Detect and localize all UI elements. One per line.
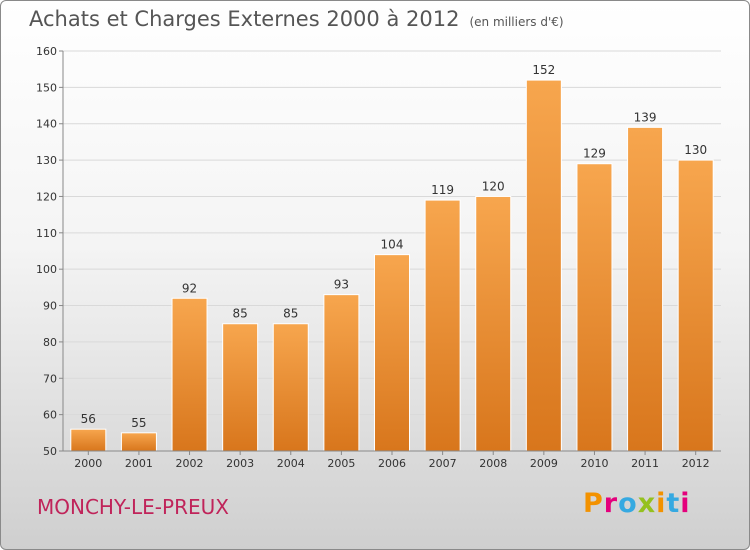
bar-2001 bbox=[120, 432, 157, 452]
x-tick-label: 2004 bbox=[277, 457, 305, 470]
y-tick-label: 80 bbox=[43, 336, 57, 349]
data-label-2005: 93 bbox=[334, 278, 349, 292]
commune-name: MONCHY-LE-PREUX bbox=[37, 495, 229, 519]
chart-title: Achats et Charges Externes 2000 à 2012 bbox=[29, 7, 460, 31]
y-tick-label: 120 bbox=[36, 190, 57, 203]
bar-2005 bbox=[323, 294, 360, 452]
data-label-2011: 139 bbox=[634, 110, 657, 124]
y-tick-label: 90 bbox=[43, 300, 57, 313]
x-tick-label: 2007 bbox=[429, 457, 457, 470]
y-tick-label: 70 bbox=[43, 372, 57, 385]
bar-2008 bbox=[475, 195, 512, 452]
data-label-2002: 92 bbox=[182, 281, 197, 295]
y-tick-label: 50 bbox=[43, 445, 57, 458]
data-label-2000: 56 bbox=[81, 412, 96, 426]
x-tick-label: 2011 bbox=[631, 457, 659, 470]
logo-letter: o bbox=[618, 488, 638, 519]
bar-2011 bbox=[627, 126, 664, 452]
y-tick-label: 140 bbox=[36, 118, 57, 131]
bar-2010 bbox=[576, 163, 613, 452]
y-tick-label: 100 bbox=[36, 263, 57, 276]
x-tick-label: 2001 bbox=[125, 457, 153, 470]
data-label-2004: 85 bbox=[283, 307, 298, 321]
bar-2006 bbox=[374, 254, 410, 452]
x-tick-label: 2005 bbox=[327, 457, 355, 470]
chart-unit: (en milliers d'€) bbox=[469, 15, 564, 29]
x-tick-label: 2010 bbox=[580, 457, 608, 470]
data-label-2003: 85 bbox=[233, 307, 248, 321]
y-tick-label: 130 bbox=[36, 154, 57, 167]
logo-letter: P bbox=[583, 488, 604, 519]
x-tick-label: 2002 bbox=[176, 457, 204, 470]
logo-letter: x bbox=[637, 488, 657, 519]
logo-letter: t bbox=[666, 488, 681, 519]
x-tick-label: 2000 bbox=[74, 457, 102, 470]
axes: 50 60 70 80 90 100 110 120 130 140 150 160 2000 2001 2… bbox=[36, 45, 721, 470]
x-tick-label: 2012 bbox=[682, 457, 710, 470]
y-tick-label: 110 bbox=[36, 227, 57, 240]
data-label-2006: 104 bbox=[381, 238, 404, 252]
y-tick-label: 150 bbox=[36, 81, 57, 94]
bars: 56 55 92 85 85 93 104 119 120 152 129 139 130 bbox=[70, 63, 714, 452]
bar-2003 bbox=[222, 323, 259, 452]
bar-2004 bbox=[272, 323, 309, 452]
y-tick-label: 160 bbox=[36, 45, 57, 58]
chart-title-block: Achats et Charges Externes 2000 à 2012 (e… bbox=[29, 7, 564, 31]
data-label-2008: 120 bbox=[482, 179, 505, 193]
y-tick-label: 60 bbox=[43, 409, 57, 422]
data-label-2001: 55 bbox=[131, 416, 146, 430]
bar-2000 bbox=[70, 428, 107, 452]
bar-2002 bbox=[171, 297, 208, 452]
bar-2012 bbox=[677, 159, 714, 452]
data-label-2010: 129 bbox=[583, 147, 606, 161]
logo-letter: i bbox=[680, 488, 691, 519]
bar-2009 bbox=[525, 79, 562, 452]
logo-letter: i bbox=[656, 488, 667, 519]
proxiti-logo: Proxiti bbox=[583, 488, 691, 519]
x-tick-label: 2009 bbox=[530, 457, 558, 470]
data-label-2012: 130 bbox=[684, 143, 707, 157]
data-label-2007: 119 bbox=[431, 183, 454, 197]
logo-letter: r bbox=[603, 488, 619, 519]
x-tick-label: 2003 bbox=[226, 457, 254, 470]
x-tick-label: 2006 bbox=[378, 457, 406, 470]
x-tick-label: 2008 bbox=[479, 457, 507, 470]
data-label-2009: 152 bbox=[532, 63, 555, 77]
bar-2007 bbox=[424, 199, 461, 452]
